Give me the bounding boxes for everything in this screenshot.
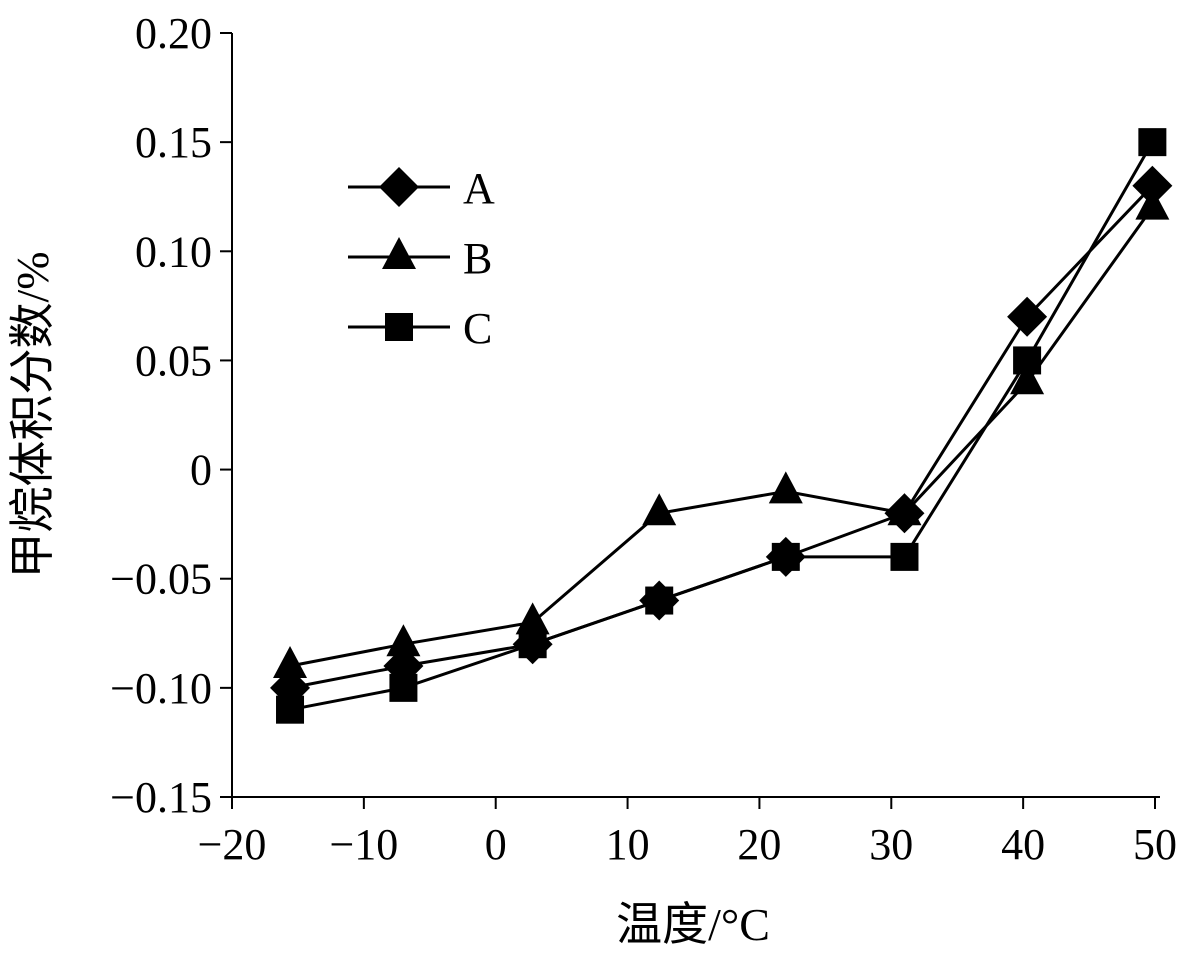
data-point-B xyxy=(1135,187,1170,220)
data-point-C xyxy=(276,695,305,724)
data-point-C xyxy=(518,630,547,659)
data-point-B xyxy=(1010,362,1045,395)
x-tick-label: 10 xyxy=(606,820,650,869)
legend-label: B xyxy=(463,234,492,283)
x-tick-label: −20 xyxy=(198,820,267,869)
axes: −20 −10 0 10 20 30 40 50 −0.15 −0.10 −0.05 0 0.05 0.1… xyxy=(110,9,1177,869)
y-tick-label: 0.10 xyxy=(135,227,212,276)
legend: ABC xyxy=(348,164,495,353)
x-axis-label: 温度/°C xyxy=(616,899,770,950)
data-point-A xyxy=(1132,165,1173,206)
legend-marker-triangle xyxy=(382,237,416,269)
data-point-B xyxy=(515,602,550,635)
series-B xyxy=(273,187,1170,679)
data-point-C xyxy=(645,586,674,615)
data-point-B xyxy=(768,471,803,504)
legend-item-C: C xyxy=(348,304,492,353)
legend-item-A: A xyxy=(348,164,495,213)
y-tick-label: 0.20 xyxy=(135,9,212,58)
legend-marker-diamond xyxy=(379,167,419,207)
legend-label: C xyxy=(463,304,492,353)
legend-label: A xyxy=(463,164,495,213)
legend-marker-square xyxy=(385,313,413,341)
y-tick-label: −0.05 xyxy=(110,555,212,604)
series-A xyxy=(270,165,1173,708)
x-tick-label: 50 xyxy=(1133,820,1177,869)
series-group xyxy=(270,128,1173,724)
data-point-B xyxy=(273,646,308,679)
data-point-C xyxy=(1013,346,1042,375)
series-line-B xyxy=(289,206,1154,668)
x-tick-label: 20 xyxy=(737,820,781,869)
y-tick-label: 0.05 xyxy=(135,336,212,385)
data-point-A xyxy=(1007,296,1048,337)
y-tick-label: −0.15 xyxy=(110,773,212,822)
x-tick-label: 40 xyxy=(1001,820,1045,869)
data-point-C xyxy=(1138,128,1167,157)
data-point-B xyxy=(642,493,677,526)
data-point-C xyxy=(890,542,919,571)
data-point-B xyxy=(887,493,922,526)
series-line-A xyxy=(289,184,1154,690)
x-tick-label: −10 xyxy=(329,820,398,869)
series-C xyxy=(276,128,1167,724)
y-tick-label: 0 xyxy=(190,446,212,495)
x-tick-label: 0 xyxy=(485,820,507,869)
x-tick-label: 30 xyxy=(869,820,913,869)
legend-item-B: B xyxy=(348,234,492,283)
y-tick-label: 0.15 xyxy=(135,118,212,167)
data-point-C xyxy=(389,673,418,702)
y-axis-label: 甲烷体积分数/% xyxy=(7,251,58,578)
data-point-C xyxy=(771,542,800,571)
data-point-B xyxy=(386,624,421,657)
series-line-C xyxy=(289,141,1154,712)
y-tick-label: −0.10 xyxy=(110,664,212,713)
